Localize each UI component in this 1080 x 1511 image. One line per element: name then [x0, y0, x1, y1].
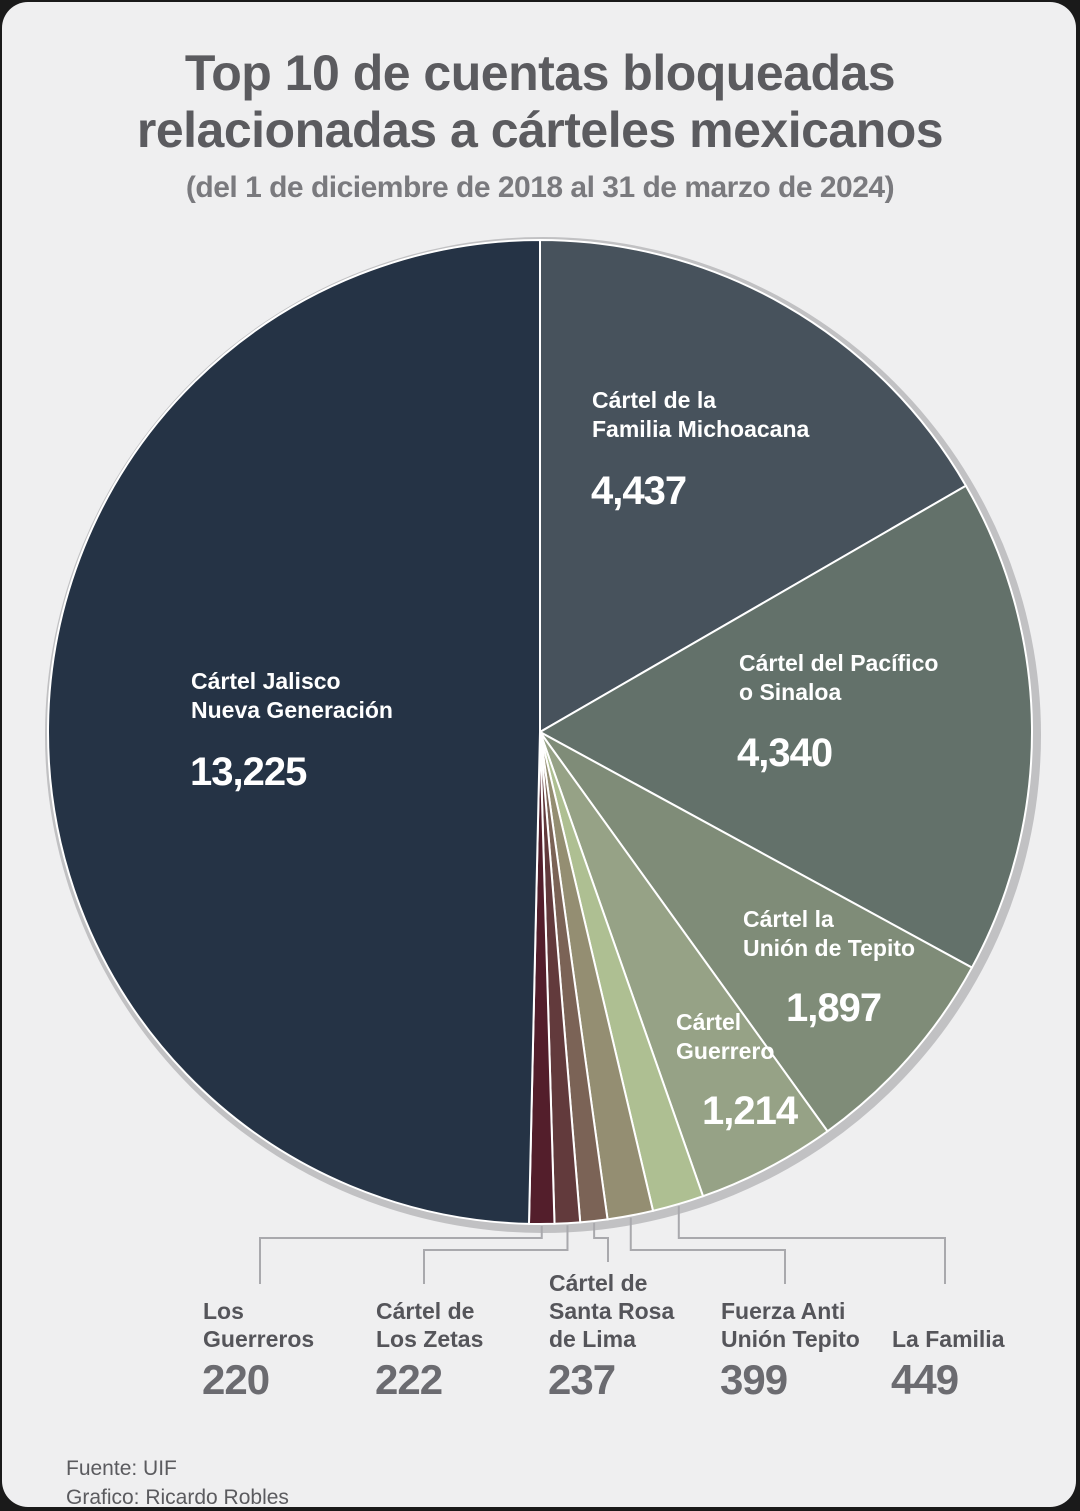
outside-value-fuerza-anti-union: 399	[720, 1356, 788, 1403]
outside-value-santa-rosa-lima: 237	[548, 1356, 616, 1403]
source-note: Fuente: UIF	[66, 1457, 177, 1480]
outside-value-los-zetas: 222	[375, 1356, 443, 1403]
slice-value-familia-michoacana: 4,437	[591, 469, 687, 513]
leader-line-5	[629, 1217, 786, 1284]
slice-value-union-tepito: 1,897	[786, 986, 882, 1030]
chart-title-line1: Top 10 de cuentas bloqueadas	[184, 45, 896, 101]
outside-label-santa-rosa-lima: Cártel de Santa Rosa de Lima	[549, 1270, 675, 1352]
chart-subtitle: (del 1 de diciembre de 2018 al 31 de mar…	[185, 171, 895, 204]
pie-slice-1	[537, 484, 1033, 969]
slice-value-cartel-guerrero: 1,214	[702, 1089, 798, 1133]
leader-line-7	[423, 1225, 569, 1284]
slice-label-cjng: Cártel Jalisco Nueva Generación	[191, 668, 393, 723]
slice-value-pacifico-sinaloa: 4,340	[737, 731, 833, 775]
slice-label-familia-michoacana: Cártel de la Familia Michoacana	[592, 387, 810, 442]
author-credit: Grafico: Ricardo Robles	[66, 1486, 289, 1509]
outside-value-los-guerreros: 220	[202, 1356, 270, 1403]
leader-line-4	[677, 1206, 946, 1284]
leader-line-8	[259, 1225, 543, 1284]
chart-title-line2: relacionadas a cárteles mexicanos	[136, 102, 944, 158]
outside-label-fuerza-anti-union: Fuerza Anti Unión Tepito	[721, 1298, 860, 1352]
outside-label-los-zetas: Cártel de Los Zetas	[376, 1298, 484, 1352]
slice-label-pacifico-sinaloa: Cártel del Pacífico o Sinaloa	[739, 650, 939, 705]
leader-line-6	[593, 1223, 609, 1262]
outside-label-los-guerreros: Los Guerreros	[203, 1298, 315, 1352]
slice-label-union-tepito: Cártel la Unión de Tepito	[743, 906, 916, 961]
slice-label-cartel-guerrero: Cártel Guerrero	[676, 1009, 775, 1064]
pie-slice-0	[539, 238, 968, 734]
outside-value-la-familia: 449	[891, 1356, 959, 1403]
slice-value-cjng: 13,225	[190, 750, 307, 794]
pie-slice-9	[46, 238, 541, 1225]
pie-slice-2	[539, 731, 974, 1133]
outside-label-la-familia: La Familia	[892, 1326, 1005, 1352]
